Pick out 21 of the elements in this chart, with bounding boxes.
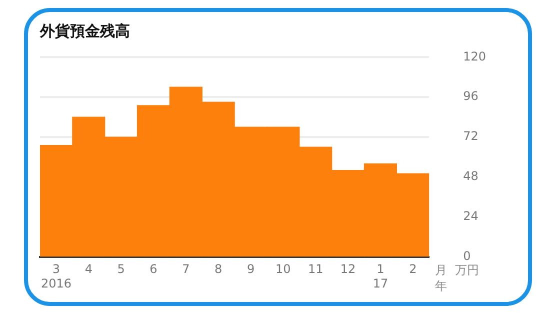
x-tick-label: 3 2016 — [40, 262, 72, 291]
y-tick-label: 72 — [463, 129, 478, 144]
x-tick-label: 5 — [117, 262, 125, 276]
y-tick-label: 0 — [463, 248, 471, 263]
y-tick-label: 24 — [463, 209, 478, 224]
x-tick-label: 11 — [308, 262, 324, 276]
y-tick-label: 120 — [463, 49, 486, 64]
x-tick-label: 10 — [276, 262, 291, 276]
x-tick-label: 7 — [182, 262, 190, 276]
y-tick-label: 96 — [463, 89, 478, 104]
x-tick-label: 2 — [409, 262, 417, 276]
x-tick-label: 12 — [340, 262, 356, 276]
x-axis-title: 月年 — [435, 262, 448, 293]
x-tick-label: 8 — [214, 262, 222, 276]
y-axis-title: 万円 — [455, 262, 480, 277]
x-tick-label: 6 — [150, 262, 158, 276]
x-tick-label: 1 17 — [372, 262, 388, 291]
x-tick-label: 4 — [84, 262, 92, 276]
chart-title: 外貨預金残高 — [39, 22, 130, 40]
y-tick-label: 48 — [463, 169, 478, 184]
x-tick-label: 9 — [246, 262, 255, 276]
